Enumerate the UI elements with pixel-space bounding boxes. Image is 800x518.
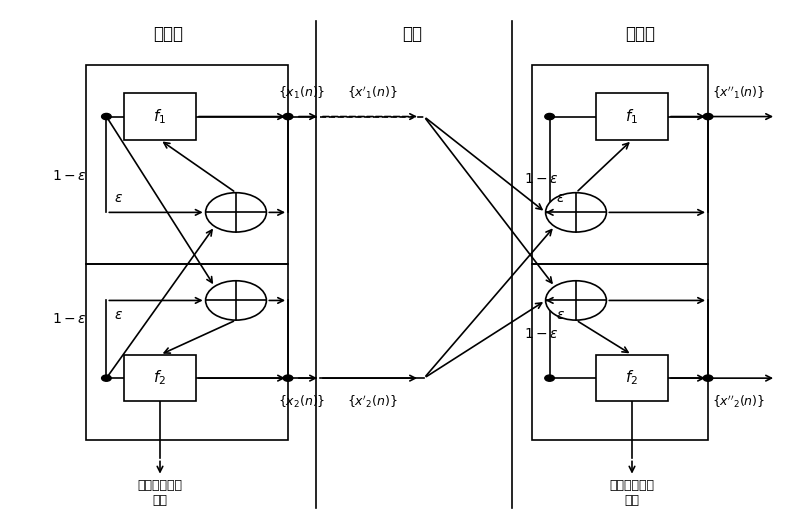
Text: $1-\varepsilon$: $1-\varepsilon$ <box>524 171 559 186</box>
Circle shape <box>206 281 266 320</box>
Text: $1-\varepsilon$: $1-\varepsilon$ <box>51 311 86 326</box>
Text: $f_2$: $f_2$ <box>154 369 166 387</box>
Circle shape <box>703 113 713 120</box>
Bar <box>124 355 196 401</box>
Text: $\varepsilon$: $\varepsilon$ <box>114 308 123 322</box>
Circle shape <box>545 375 554 381</box>
Bar <box>596 93 668 140</box>
Circle shape <box>283 113 293 120</box>
Text: 接收端: 接收端 <box>625 25 655 42</box>
Text: $\{x_2(n)\}$: $\{x_2(n)\}$ <box>278 394 326 410</box>
Bar <box>86 264 288 440</box>
Text: $\{x'_1(n)\}$: $\{x'_1(n)\}$ <box>346 84 398 101</box>
Circle shape <box>545 113 554 120</box>
Text: $f_2$: $f_2$ <box>626 369 638 387</box>
Circle shape <box>206 193 266 232</box>
Text: $\{x''_2(n)\}$: $\{x''_2(n)\}$ <box>712 394 766 410</box>
Text: $1-\varepsilon$: $1-\varepsilon$ <box>51 169 86 183</box>
Bar <box>532 65 708 264</box>
Text: $\{x_1(n)\}$: $\{x_1(n)\}$ <box>278 85 326 101</box>
Bar <box>596 355 668 401</box>
Circle shape <box>546 193 606 232</box>
Bar <box>86 65 288 264</box>
Text: $\varepsilon$: $\varepsilon$ <box>556 191 565 205</box>
Text: $\{x'_2(n)\}$: $\{x'_2(n)\}$ <box>346 394 398 410</box>
Circle shape <box>283 375 293 381</box>
Text: $\varepsilon$: $\varepsilon$ <box>114 191 123 205</box>
Circle shape <box>102 113 111 120</box>
Bar <box>532 264 708 440</box>
Text: 信道: 信道 <box>402 25 422 42</box>
Text: $\{x''_1(n)\}$: $\{x''_1(n)\}$ <box>712 84 766 101</box>
Text: $1-\varepsilon$: $1-\varepsilon$ <box>524 327 559 341</box>
Text: 驱动时空混沌
系统: 驱动时空混沌 系统 <box>138 479 182 507</box>
Text: 发送端: 发送端 <box>153 25 183 42</box>
Text: $\varepsilon$: $\varepsilon$ <box>556 308 565 322</box>
Circle shape <box>546 281 606 320</box>
Circle shape <box>703 375 713 381</box>
Bar <box>124 93 196 140</box>
Circle shape <box>102 375 111 381</box>
Text: $f_1$: $f_1$ <box>154 107 166 126</box>
Text: 驱动时空混沌
系统: 驱动时空混沌 系统 <box>610 479 654 507</box>
Text: $f_1$: $f_1$ <box>626 107 638 126</box>
